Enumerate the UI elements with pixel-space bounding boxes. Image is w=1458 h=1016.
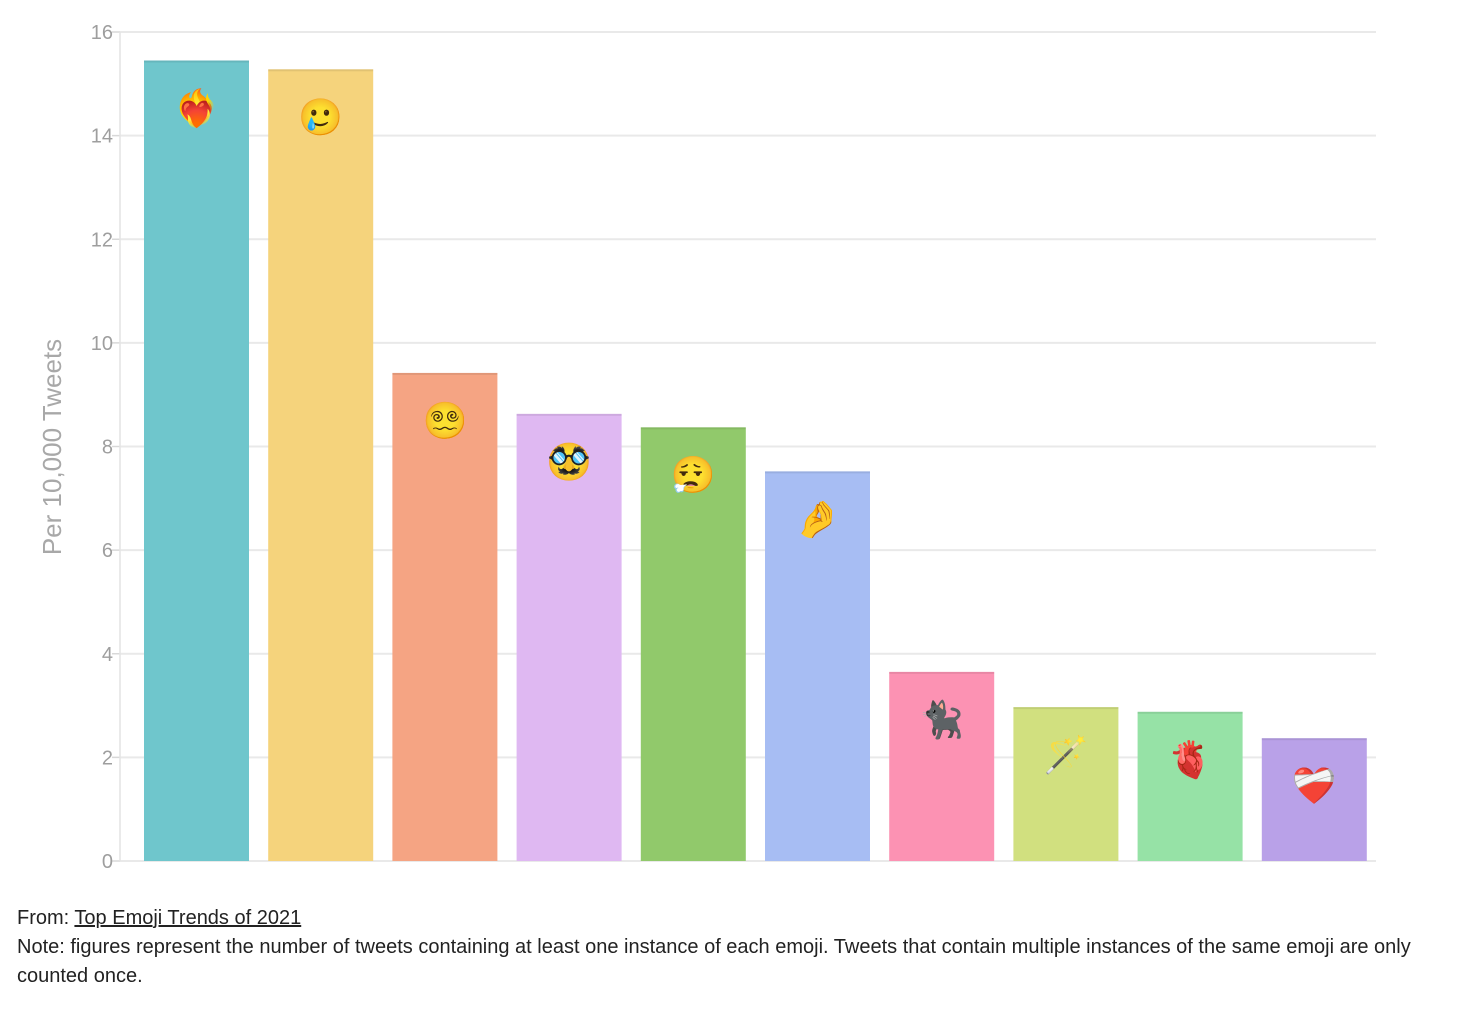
emoji-label-face-exhaling: 😮‍💨 <box>671 454 716 496</box>
source-line: From: Top Emoji Trends of 2021 <box>17 904 1417 933</box>
y-axis-title: Per 10,000 Tweets <box>37 339 67 555</box>
emoji-label-magic-wand: 🪄 <box>1043 734 1088 776</box>
emoji-label-face-with-spiral-eyes: 😵‍💫 <box>422 401 467 442</box>
bar-top-edge <box>268 69 374 72</box>
bar-top-edge <box>1261 738 1367 741</box>
y-tick-label: 14 <box>91 126 113 148</box>
bar-pinched-fingers <box>765 471 870 861</box>
source-link[interactable]: Top Emoji Trends of 2021 <box>74 907 302 929</box>
bar-top-edge <box>765 471 870 474</box>
bar-anatomical-heart <box>1137 711 1243 861</box>
bars <box>144 60 1367 862</box>
bar-top-edge <box>516 413 622 416</box>
y-tick-label: 16 <box>91 22 113 44</box>
bar-top-edge <box>1013 707 1119 710</box>
bar-face-with-spiral-eyes <box>392 372 498 861</box>
bar-chart: 0 2 4 6 8 10 12 14 16 Per 10,000 Tweets ❤️‍🔥 🥲 😵‍💫… <box>37 22 1376 873</box>
bar-top-edge <box>392 372 498 375</box>
bar-face-holding-back-tears <box>268 69 374 862</box>
emoji-label-heart-on-fire: ❤️‍🔥 <box>174 87 219 129</box>
emoji-label-anatomical-heart: 🫀 <box>1168 739 1213 781</box>
emoji-label-pinched-fingers: 🤌 <box>795 499 840 540</box>
y-tick-label: 12 <box>91 229 113 251</box>
y-tick-labels: 0 2 4 6 8 10 12 14 16 <box>91 22 113 873</box>
footnote: Note: figures represent the number of tw… <box>17 936 1411 987</box>
emoji-label-mending-heart: ❤️‍🩹 <box>1292 766 1337 807</box>
bar-top-edge <box>144 60 249 63</box>
y-tick-label: 8 <box>102 437 113 459</box>
bar-heart-on-fire <box>144 60 249 861</box>
chart-footer: From: Top Emoji Trends of 2021 Note: fig… <box>17 904 1417 991</box>
bar-black-cat <box>889 671 995 861</box>
bar-mending-heart <box>1261 738 1367 861</box>
y-tick-label: 0 <box>102 851 113 873</box>
y-tick-label: 10 <box>91 333 113 355</box>
bar-top-edge <box>1137 711 1243 714</box>
source-prefix: From: <box>17 907 75 929</box>
bar-disguised-face <box>516 413 622 861</box>
bar-top-edge <box>640 427 746 430</box>
bar-face-exhaling <box>640 427 746 861</box>
bar-magic-wand <box>1013 707 1119 861</box>
emoji-label-disguised-face: 🥸 <box>547 442 592 483</box>
bar-top-edge <box>889 671 995 674</box>
emoji-label-face-holding-back-tears: 🥲 <box>298 97 343 138</box>
y-tick-label: 2 <box>102 747 113 769</box>
y-tick-label: 4 <box>102 644 113 666</box>
emoji-label-black-cat: 🐈‍⬛ <box>919 699 964 741</box>
bar-emoji-labels: ❤️‍🔥 🥲 😵‍💫 🥸 😮‍💨 🤌 🐈‍⬛ 🪄 🫀 ❤️‍🩹 <box>174 87 1337 807</box>
y-tick-label: 6 <box>102 540 113 562</box>
